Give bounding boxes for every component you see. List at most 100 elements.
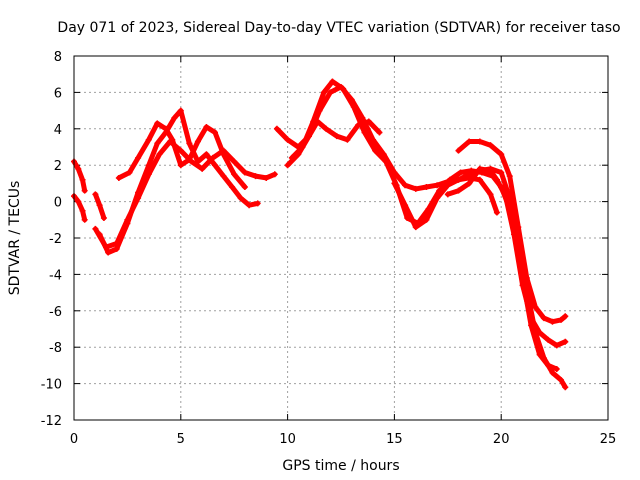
data-point [444,182,451,189]
y-tick-label: 8 [54,50,62,65]
data-point [365,118,372,125]
data-point [329,78,336,85]
data-point [553,342,560,349]
data-point [79,176,86,183]
data-point [126,169,133,176]
data-point [305,133,312,140]
y-tick-label: 2 [54,159,62,174]
data-point [466,180,473,187]
data-point [444,191,451,198]
data-point [536,351,543,358]
data-point [340,85,347,92]
data-point [434,182,441,189]
data-point [169,136,176,143]
data-point [81,187,88,194]
plot-frame [73,55,609,421]
data-point [113,240,120,247]
x-axis-label: GPS time / hours [282,458,399,474]
y-tick-label: -8 [49,341,62,356]
data-point [487,167,494,174]
data-point [423,216,430,223]
data-point [263,174,270,181]
y-tick-label: -12 [41,414,62,429]
y-axis-label: SDTVAR / TECUs [7,181,23,296]
series-line [92,139,278,250]
data-point [519,275,526,282]
data-point [145,171,152,178]
data-point [540,315,547,322]
data-point [423,184,430,191]
data-point [252,173,259,180]
data-point [558,316,565,323]
data-point [79,207,86,214]
data-series [71,78,569,391]
data-point [246,202,253,209]
y-tick-label: -6 [49,305,62,320]
data-point [402,202,409,209]
tick-marks [73,55,609,421]
data-point [75,198,82,205]
data-point [177,162,184,169]
series-track-l [455,138,569,325]
data-point [241,184,248,191]
data-point [194,138,201,145]
data-point [323,125,330,132]
data-point [229,184,236,191]
data-point [549,318,556,325]
data-point [203,151,210,158]
data-point [511,216,518,223]
data-point [186,140,193,147]
data-point [549,369,556,376]
data-point [162,125,169,132]
data-point [528,322,535,329]
data-point [273,125,280,132]
tick-labels: 0 5 10 15 20 25 -12 -10 -8 -6 -4 -2 0 2 4 6 8 [41,50,617,447]
y-tick-label: 6 [54,86,62,101]
chart-title: Day 071 of 2023, Sidereal Day-to-day VTE… [57,20,620,36]
data-point [220,173,227,180]
data-point [254,200,261,207]
data-point [412,185,419,192]
data-point [199,165,206,172]
data-point [562,384,569,391]
data-point [154,120,161,127]
x-tick-label: 0 [70,432,78,447]
data-point [476,165,483,172]
data-point [350,103,357,110]
y-tick-label: 0 [54,196,62,211]
data-point [506,173,513,180]
data-point [455,176,462,183]
data-point [295,144,302,150]
data-point [284,136,291,143]
y-tick-label: -2 [49,232,62,247]
data-point [231,158,238,165]
x-tick-label: 20 [493,432,510,447]
data-point [145,162,152,169]
data-point [271,171,278,178]
data-point [361,129,368,136]
data-point [372,147,379,154]
data-point [562,338,569,345]
data-point [476,176,483,183]
data-point [412,224,419,231]
data-point [536,329,543,336]
grid-lines [74,56,608,420]
data-point [498,184,505,191]
data-point [493,176,500,183]
data-point [81,216,88,223]
data-point [455,147,462,154]
data-point [355,122,362,129]
data-point [487,142,494,149]
data-point [545,336,552,343]
data-point [466,138,473,145]
series-track-b [92,138,278,251]
x-tick-label: 5 [177,432,185,447]
data-point [498,169,505,176]
data-point [344,136,351,143]
data-point [545,362,552,369]
series-track-m [498,184,560,373]
y-tick-label: -10 [41,378,62,393]
data-point [553,366,560,373]
data-point [105,249,112,256]
